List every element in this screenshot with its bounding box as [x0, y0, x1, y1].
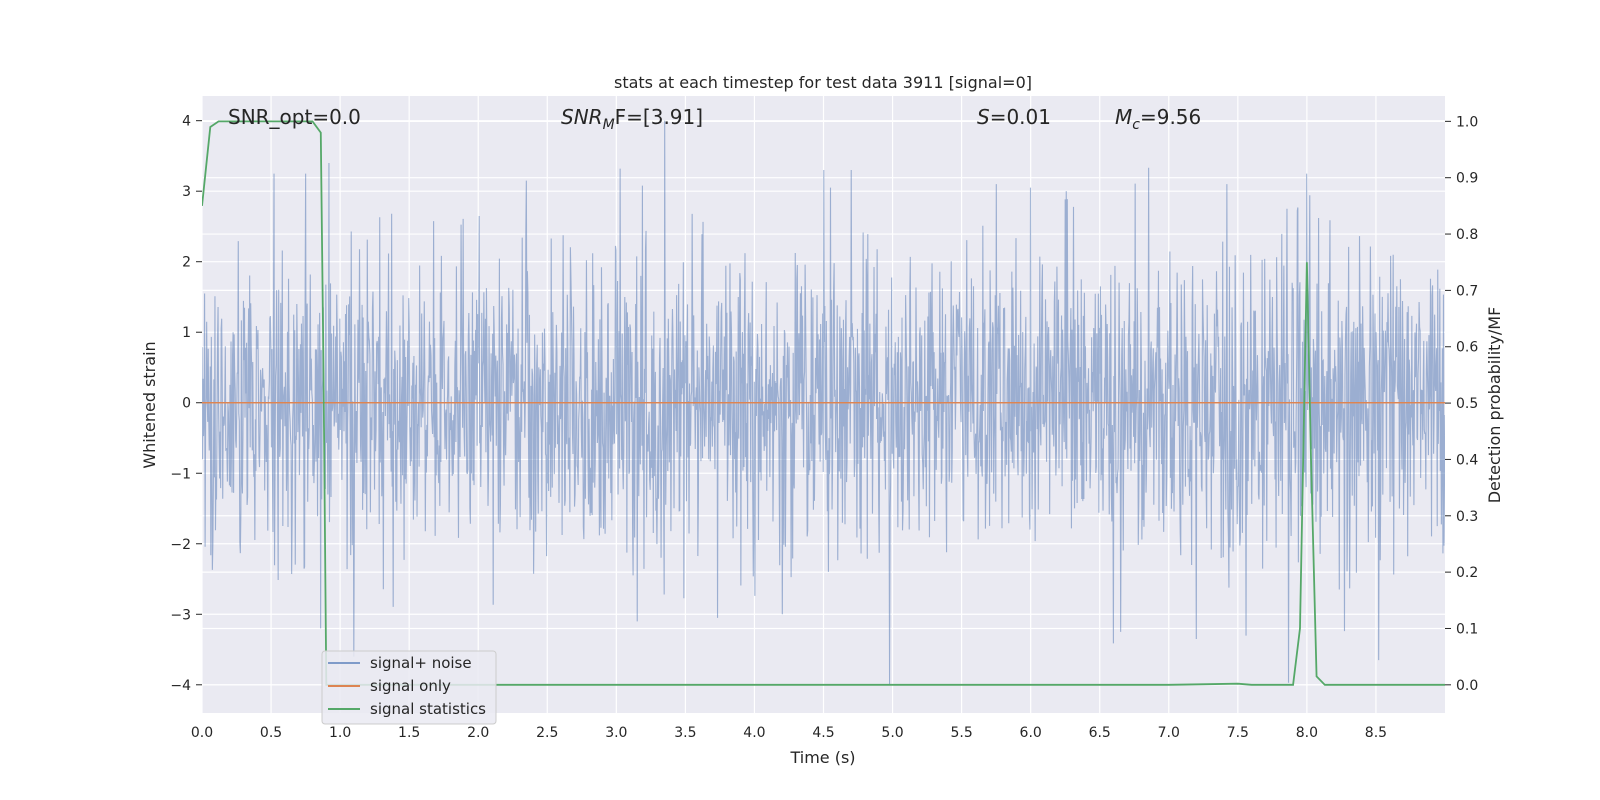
y-tick-label: −4 — [170, 678, 191, 694]
y-tick-label: −1 — [170, 466, 191, 482]
y2-tick-label: 1.0 — [1456, 114, 1478, 130]
legend: signal+ noise signal only signal statist… — [321, 650, 497, 725]
legend-box — [321, 650, 497, 725]
signal-noise-series — [202, 120, 1445, 685]
y-tick-label: 1 — [182, 325, 191, 341]
y2-tick-label: 0.4 — [1456, 452, 1478, 468]
y2-tick-label: 0.1 — [1456, 621, 1478, 637]
x-tick-labels: 0.0 0.5 1.0 1.5 2.0 2.5 3.0 3.5 4.0 4.5 5.0 5.5 6.0 6… — [191, 725, 1387, 741]
y2-tick-label: 0.3 — [1456, 509, 1478, 525]
x-tick-label: 0.5 — [260, 725, 282, 741]
annotation-mc: Mc=9.56 — [1115, 105, 1201, 133]
y-tick-labels: 4 3 2 1 0 −1 −2 −3 −4 — [170, 114, 202, 694]
annotation-snr-opt: SNR_opt=0.0 — [228, 105, 361, 129]
legend-label-stats: signal statistics — [370, 700, 486, 718]
x-tick-label: 7.0 — [1158, 725, 1180, 741]
x-tick-label: 2.0 — [467, 725, 489, 741]
annotation-snr-mf-sub: M — [603, 117, 615, 133]
y-tick-label: 3 — [182, 184, 191, 200]
y2-tick-label: 0.5 — [1456, 396, 1478, 412]
y-tick-label: 4 — [182, 114, 191, 130]
x-tick-label: 0.0 — [191, 725, 213, 741]
y2-tick-labels: 1.0 0.9 0.8 0.7 0.6 0.5 0.4 0.3 0.2 0.1 0.0 — [1445, 114, 1478, 694]
y-tick-label: −3 — [170, 607, 191, 623]
legend-label-signal: signal only — [370, 677, 451, 695]
y2-tick-label: 0.0 — [1456, 678, 1478, 694]
annotation-s-label: S — [977, 105, 990, 129]
y-tick-label: 2 — [182, 255, 191, 271]
annotation-mc-rest: =9.56 — [1140, 105, 1201, 129]
y2-tick-label: 0.2 — [1456, 565, 1478, 581]
annotation-s: S=0.01 — [977, 105, 1051, 129]
y-tick-label: 0 — [182, 396, 191, 412]
x-tick-label: 4.0 — [743, 725, 765, 741]
y2-tick-label: 0.6 — [1456, 340, 1478, 356]
annotations: SNR_opt=0.0 SNRMF=[3.91] S=0.01 Mc=9.56 — [228, 105, 1201, 133]
y2-tick-label: 0.8 — [1456, 227, 1478, 243]
annotation-snr-mf: SNRMF=[3.91] — [561, 105, 703, 133]
annotation-mc-sub: c — [1132, 117, 1140, 133]
annotation-mc-label: M — [1115, 105, 1132, 129]
x-tick-label: 6.0 — [1020, 725, 1042, 741]
x-tick-label: 1.0 — [329, 725, 351, 741]
y-axis-title: Whitened strain — [140, 341, 159, 468]
y2-tick-label: 0.9 — [1456, 171, 1478, 187]
x-tick-label: 6.5 — [1089, 725, 1111, 741]
x-tick-label: 5.0 — [881, 725, 903, 741]
x-tick-label: 8.5 — [1365, 725, 1387, 741]
x-tick-label: 7.5 — [1227, 725, 1249, 741]
legend-label-noise: signal+ noise — [370, 654, 472, 672]
annotation-snr-mf-rest: F=[3.91] — [615, 105, 703, 129]
x-tick-label: 3.0 — [605, 725, 627, 741]
signal-noise-line — [202, 120, 1445, 685]
y2-tick-label: 0.7 — [1456, 283, 1478, 299]
x-axis-title: Time (s) — [789, 748, 855, 767]
x-tick-label: 1.5 — [398, 725, 420, 741]
chart-title: stats at each timestep for test data 391… — [614, 73, 1032, 92]
y2-axis-title: Detection probability/MF — [1485, 307, 1504, 504]
x-tick-label: 3.5 — [674, 725, 696, 741]
x-tick-label: 2.5 — [536, 725, 558, 741]
annotation-snr-mf-label: SNR — [561, 105, 603, 129]
x-tick-label: 8.0 — [1296, 725, 1318, 741]
y-tick-label: −2 — [170, 537, 191, 553]
annotation-s-rest: =0.01 — [990, 105, 1051, 129]
x-tick-label: 4.5 — [812, 725, 834, 741]
x-tick-label: 5.5 — [950, 725, 972, 741]
